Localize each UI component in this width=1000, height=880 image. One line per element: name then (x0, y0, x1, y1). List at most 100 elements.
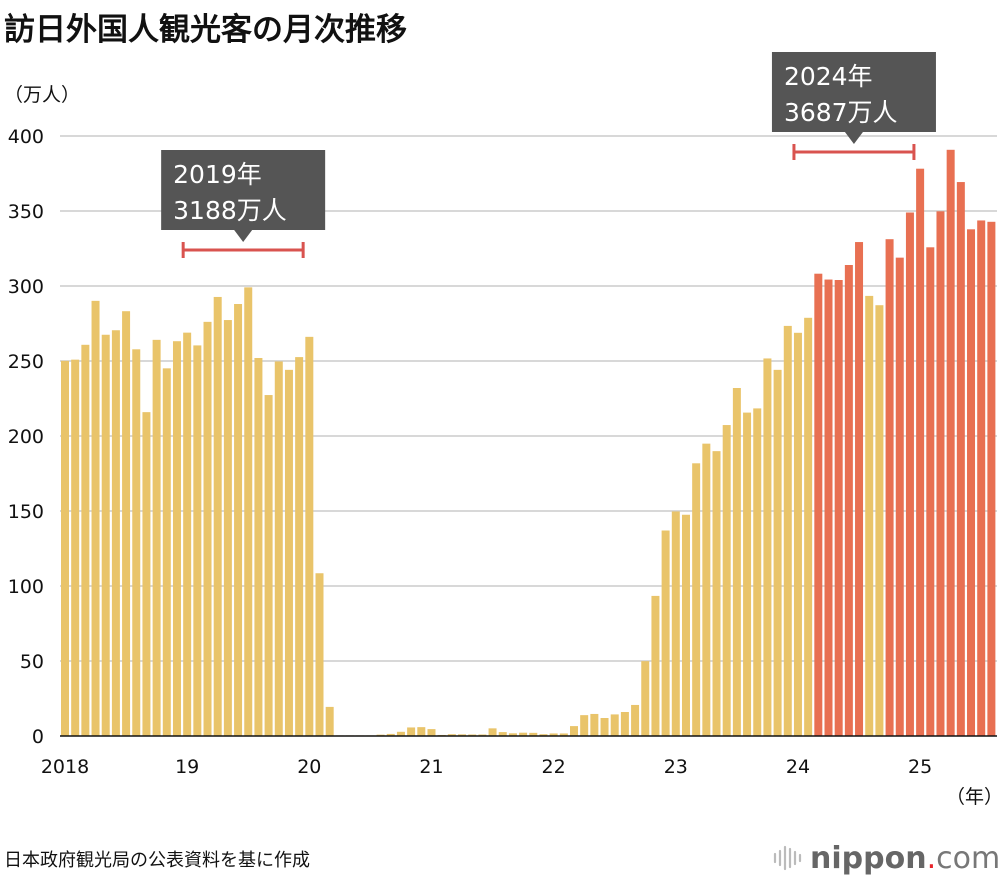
bar (905, 212, 914, 736)
bar (284, 369, 293, 736)
bar (783, 325, 792, 736)
bar (172, 341, 181, 736)
callout-year: 2024年 (784, 62, 873, 91)
bar (692, 463, 701, 736)
bar (661, 530, 670, 736)
sound-wave-icon (773, 845, 802, 871)
bar (936, 211, 945, 737)
callout-pointer (844, 132, 863, 144)
bar (916, 168, 925, 736)
bar (631, 704, 640, 736)
bar (570, 726, 578, 736)
x-tick-label: 22 (542, 756, 566, 778)
bar (234, 304, 243, 736)
bar (101, 334, 110, 736)
bar (895, 257, 904, 736)
callout-pointer (234, 230, 253, 242)
bar (396, 731, 405, 736)
x-tick-label: 20 (297, 756, 321, 778)
bar (722, 425, 731, 736)
bar (223, 320, 232, 736)
bar (590, 713, 599, 736)
bar (549, 733, 558, 736)
bar (274, 361, 283, 736)
logo-dot: . (926, 840, 937, 876)
bar (91, 300, 100, 736)
y-tick-label: 300 (8, 276, 44, 298)
callout-total: 3687万人 (784, 98, 898, 127)
bar (793, 332, 802, 736)
bar (580, 715, 589, 736)
bar (295, 357, 304, 736)
bar (519, 732, 528, 736)
callout-box (161, 150, 326, 230)
bar (132, 349, 141, 736)
bar (417, 727, 426, 736)
bar (254, 358, 263, 736)
bar (305, 336, 314, 736)
y-tick-label: 0 (32, 726, 44, 748)
bar (61, 360, 69, 736)
y-tick-label: 250 (8, 351, 44, 373)
bar (865, 295, 874, 736)
x-tick-label: 24 (786, 756, 810, 778)
x-tick-label: 25 (908, 756, 932, 778)
bar (671, 511, 680, 736)
bar (875, 305, 884, 736)
bar (508, 733, 517, 736)
chart-title: 訪日外国人観光客の月次推移 (4, 12, 407, 48)
bar (641, 661, 650, 736)
logo-text: nippon (810, 840, 927, 876)
bar (162, 368, 171, 736)
bar (967, 229, 976, 737)
y-tick-label: 100 (8, 576, 44, 598)
bar (458, 734, 467, 736)
nippon-logo: nippon. com (772, 838, 1000, 878)
bar (651, 595, 660, 736)
bar (804, 317, 813, 736)
bar-chart: 0 50 100 150 200 250 300 350 400 2018 19 20 21 22 23 2… (8, 52, 997, 778)
bar (407, 727, 416, 736)
x-tick-label: 19 (175, 756, 199, 778)
bar (712, 451, 721, 736)
bar (81, 344, 90, 736)
bar (763, 358, 772, 736)
bar (926, 247, 935, 737)
bar (315, 573, 324, 736)
bar (264, 395, 273, 736)
x-axis-unit: （年） (946, 786, 1000, 808)
bar (325, 706, 334, 736)
bar (702, 443, 711, 736)
bar (743, 412, 752, 736)
bar (977, 220, 986, 736)
bar (142, 412, 151, 736)
bar (773, 369, 782, 736)
bar (539, 734, 548, 736)
y-tick-label: 150 (8, 501, 44, 523)
bar (681, 514, 690, 736)
bar (122, 311, 131, 736)
bar (152, 339, 161, 736)
bar (834, 280, 843, 736)
bar (386, 733, 395, 736)
bar (732, 388, 741, 736)
bar (824, 279, 833, 736)
y-tick-label: 50 (20, 651, 44, 673)
bar (193, 345, 202, 736)
bar (203, 321, 212, 736)
y-axis-unit: （万人） (4, 84, 81, 106)
bar (610, 714, 619, 736)
y-tick-label: 400 (8, 126, 44, 148)
callout-total: 3188万人 (173, 196, 287, 225)
bar (244, 287, 253, 736)
bar (620, 712, 629, 736)
callout-year: 2019年 (173, 160, 262, 189)
bar (427, 729, 436, 736)
bar (956, 182, 965, 737)
bar (213, 296, 222, 736)
bar (753, 408, 762, 736)
bar (987, 221, 996, 737)
bar (488, 728, 497, 736)
bar (814, 273, 823, 736)
source-note: 日本政府観光局の公表資料を基に作成 (4, 850, 310, 871)
